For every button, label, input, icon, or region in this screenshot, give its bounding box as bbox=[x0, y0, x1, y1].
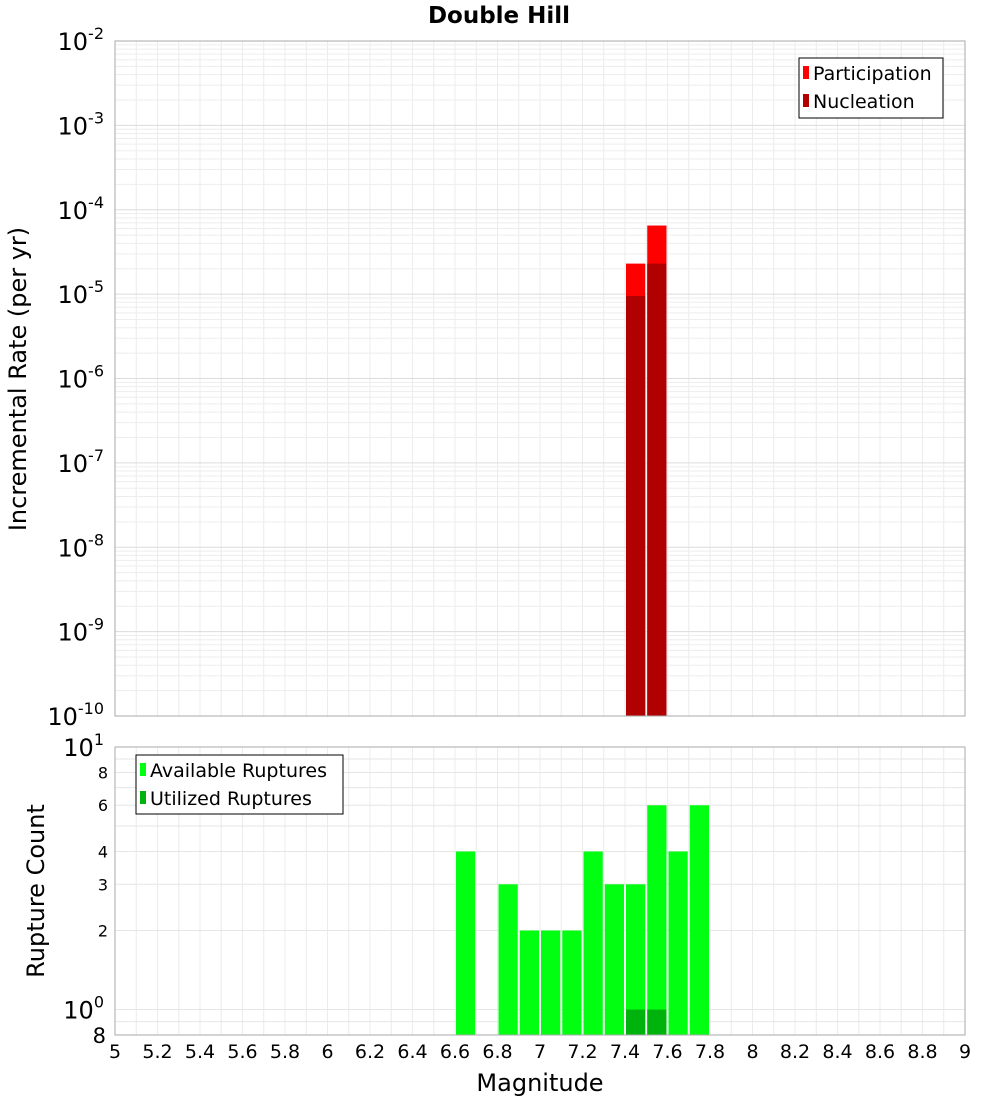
legend-label-participation: Participation bbox=[813, 63, 932, 85]
top-y-tick-label: 10-5 bbox=[58, 277, 105, 309]
x-tick-label: 8.6 bbox=[865, 1041, 895, 1063]
top-y-tick-label: 10-3 bbox=[58, 108, 105, 140]
bottom-y-tick-label-major: 101 bbox=[63, 730, 104, 762]
bottom-y-tick-label-minor: 4 bbox=[98, 842, 108, 861]
x-tick-label: 5 bbox=[109, 1041, 121, 1063]
top-plot-border bbox=[114, 40, 966, 717]
bottom-plot-border bbox=[114, 746, 966, 1036]
legend-label-available-ruptures: Available Ruptures bbox=[150, 760, 327, 782]
x-tick-label: 6.4 bbox=[397, 1041, 427, 1063]
legend-label-utilized-ruptures: Utilized Ruptures bbox=[150, 788, 312, 810]
bottom-y-tick-label-minor: 6 bbox=[98, 796, 108, 815]
top-y-tick-label: 10-2 bbox=[58, 24, 105, 56]
top-gridlines bbox=[114, 41, 966, 717]
x-tick-label: 8.2 bbox=[780, 1041, 810, 1063]
x-tick-label: 7.4 bbox=[610, 1041, 640, 1063]
top-legend: Participation Nucleation bbox=[798, 57, 944, 119]
bottom-legend: Available Ruptures Utilized Ruptures bbox=[135, 754, 344, 815]
bar-available-ruptures bbox=[647, 805, 667, 1035]
legend-swatch-available-ruptures bbox=[140, 763, 146, 776]
x-tick-label: 9 bbox=[959, 1041, 971, 1063]
x-tick-label: 6 bbox=[321, 1041, 333, 1063]
x-tick-label: 6.6 bbox=[440, 1041, 470, 1063]
bottom-bars bbox=[456, 805, 709, 1035]
x-axis-label: Magnitude bbox=[476, 1069, 603, 1097]
bar-available-ruptures bbox=[456, 851, 476, 1035]
bar-available-ruptures bbox=[541, 930, 561, 1035]
legend-swatch-nucleation bbox=[803, 94, 809, 107]
bottom-legend-box bbox=[135, 754, 344, 815]
bar-nucleation bbox=[626, 296, 646, 716]
x-tick-label: 7.8 bbox=[695, 1041, 725, 1063]
x-tick-label: 7.2 bbox=[567, 1041, 597, 1063]
x-tick-labels: 5 5.2 5.4 5.6 5.8 6 6.2 6.4 6.6 6.8 7 7.2 7.4 7.6 7.8 8… bbox=[109, 1041, 971, 1063]
bottom-y-tick-label-minor: 8 bbox=[98, 763, 108, 782]
bar-utilized-ruptures bbox=[626, 1009, 646, 1035]
bottom-y-tick-label-minor: 2 bbox=[98, 922, 108, 941]
legend-swatch-participation bbox=[803, 66, 809, 79]
bar-available-ruptures bbox=[562, 930, 582, 1035]
top-y-tick-label: 10-10 bbox=[47, 699, 104, 731]
bottom-y-axis-label: Rupture Count bbox=[22, 804, 50, 978]
x-tick-label: 6.2 bbox=[355, 1041, 385, 1063]
x-tick-label: 8.8 bbox=[907, 1041, 937, 1063]
bar-available-ruptures bbox=[519, 930, 539, 1035]
bar-available-ruptures bbox=[498, 884, 518, 1035]
bottom-y-tick-label-minor: 3 bbox=[98, 875, 108, 894]
bar-available-ruptures bbox=[689, 805, 709, 1035]
x-tick-label: 7.6 bbox=[652, 1041, 682, 1063]
top-legend-box bbox=[798, 57, 944, 119]
top-y-tick-label: 10-9 bbox=[58, 615, 105, 647]
chart-title: Double Hill bbox=[428, 3, 570, 29]
top-y-tick-label: 10-8 bbox=[58, 530, 105, 562]
bar-utilized-ruptures bbox=[647, 1009, 667, 1035]
x-tick-label: 6.8 bbox=[482, 1041, 512, 1063]
top-y-tick-label: 10-6 bbox=[58, 362, 105, 394]
bottom-y-tick-label-base: 8 bbox=[93, 1024, 106, 1048]
bar-nucleation bbox=[647, 263, 667, 716]
legend-label-nucleation: Nucleation bbox=[813, 91, 915, 113]
x-tick-label: 5.4 bbox=[185, 1041, 215, 1063]
bar-available-ruptures bbox=[604, 884, 624, 1035]
bar-available-ruptures bbox=[583, 851, 603, 1035]
legend-swatch-utilized-ruptures bbox=[140, 791, 146, 804]
top-y-tick-label: 10-4 bbox=[58, 193, 105, 225]
top-y-axis-label: Incremental Rate (per yr) bbox=[4, 227, 32, 531]
x-tick-label: 5.8 bbox=[270, 1041, 300, 1063]
x-tick-label: 8 bbox=[746, 1041, 758, 1063]
x-tick-label: 7 bbox=[534, 1041, 546, 1063]
x-tick-label: 5.2 bbox=[142, 1041, 172, 1063]
bottom-y-tick-label-major: 100 bbox=[63, 993, 104, 1025]
bar-available-ruptures bbox=[668, 851, 688, 1035]
top-y-tick-label: 10-7 bbox=[58, 446, 105, 478]
x-tick-label: 8.4 bbox=[822, 1041, 852, 1063]
top-bars bbox=[626, 225, 667, 716]
x-tick-label: 5.6 bbox=[227, 1041, 257, 1063]
bar-available-ruptures bbox=[626, 884, 646, 1035]
top-y-tick-labels: 10-2 10-3 10-4 10-5 10-6 10-7 10-8 10-9 10-10 bbox=[47, 24, 104, 731]
